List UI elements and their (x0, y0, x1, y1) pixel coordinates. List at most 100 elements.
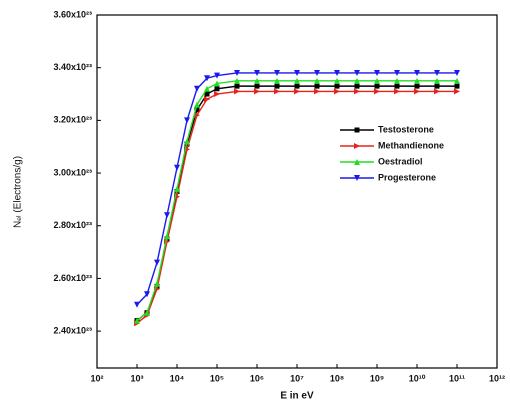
data-point (313, 69, 320, 76)
x-tick-label: 10⁷ (290, 373, 304, 383)
data-point (314, 83, 320, 89)
data-point (294, 83, 300, 89)
data-point (353, 69, 360, 76)
data-point (143, 291, 150, 298)
data-point (433, 69, 440, 76)
data-point (334, 69, 340, 76)
data-point (233, 69, 240, 76)
legend-label: Methandienone (378, 140, 444, 150)
data-point (254, 88, 260, 95)
data-point (214, 86, 220, 92)
data-point (374, 69, 380, 76)
data-point (414, 88, 420, 95)
x-tick-label: 10⁶ (250, 373, 264, 383)
data-point (134, 317, 140, 324)
legend-marker (354, 143, 360, 149)
legend-marker (354, 175, 360, 181)
x-tick-label: 10³ (130, 373, 143, 383)
y-tick-label: 3.60x10²³ (53, 9, 92, 19)
y-tick-label: 3.20x10²³ (53, 115, 92, 125)
data-point (334, 83, 340, 89)
data-point (214, 80, 220, 87)
data-point (414, 77, 420, 84)
data-point (174, 185, 180, 192)
data-point (374, 88, 380, 95)
legend-label: Progesterone (378, 172, 436, 182)
x-tick-label: 10⁹ (370, 373, 384, 383)
data-point (294, 77, 300, 84)
x-axis-label: E in eV (280, 391, 314, 402)
data-point (203, 75, 210, 82)
plot-frame (96, 14, 498, 369)
data-point (354, 83, 360, 89)
y-tick-label: 3.40x10²³ (53, 62, 92, 72)
data-point (254, 69, 260, 76)
data-point (234, 83, 240, 89)
data-point (294, 69, 300, 76)
data-point (353, 88, 360, 95)
data-point (273, 77, 280, 84)
data-point (273, 88, 280, 95)
data-point (194, 107, 200, 113)
data-point (143, 309, 150, 316)
data-point (374, 77, 380, 84)
data-point (273, 69, 280, 76)
legend-label: Oestradiol (378, 156, 423, 166)
y-axis-label: Nₑₗ (Electrons/g) (13, 156, 24, 228)
data-point (454, 77, 460, 84)
data-point (394, 83, 400, 89)
data-point (193, 101, 200, 108)
y-tick-label: 3.00x10²³ (53, 167, 92, 177)
data-point (434, 83, 440, 89)
data-point (233, 77, 240, 84)
data-point (233, 88, 240, 95)
x-tick-label: 10¹¹ (449, 373, 465, 383)
data-point (214, 91, 220, 98)
data-point (294, 88, 300, 95)
x-tick-label: 10¹² (489, 373, 505, 383)
series-line (136, 72, 457, 306)
data-point (214, 72, 220, 79)
x-tick-label: 10⁸ (330, 373, 344, 383)
data-point (454, 69, 460, 76)
data-point (193, 112, 200, 119)
data-point (433, 88, 440, 95)
data-point (334, 88, 340, 95)
data-point (274, 83, 280, 89)
data-point (153, 280, 160, 287)
series-line (136, 80, 457, 322)
data-point (174, 164, 180, 171)
data-point (433, 77, 440, 84)
y-tick-label: 2.40x10²³ (53, 325, 92, 335)
data-point (414, 69, 420, 76)
legend-marker (354, 159, 360, 165)
data-point (153, 259, 160, 266)
data-point (134, 301, 140, 308)
data-point (193, 85, 200, 92)
data-point (353, 77, 360, 84)
data-point (393, 77, 400, 84)
data-point (374, 83, 380, 89)
x-tick-label: 10⁵ (210, 373, 224, 383)
data-point (183, 117, 190, 124)
data-point (163, 212, 170, 219)
data-point (393, 88, 400, 95)
data-point (254, 77, 260, 84)
y-tick-label: 2.60x10²³ (53, 273, 92, 283)
data-point (163, 233, 170, 240)
data-point (204, 91, 210, 97)
data-point (254, 83, 260, 89)
y-tick-label: 2.80x10²³ (53, 220, 92, 230)
data-point (454, 88, 460, 95)
data-point (334, 77, 340, 84)
data-point (203, 85, 210, 92)
data-point (313, 77, 320, 84)
series-line (136, 85, 457, 322)
x-tick-label: 10¹⁰ (409, 373, 426, 383)
data-point (203, 96, 210, 103)
data-point (393, 69, 400, 76)
data-point (414, 83, 420, 89)
data-point (313, 88, 320, 95)
legend-label: Testosterone (378, 124, 434, 134)
